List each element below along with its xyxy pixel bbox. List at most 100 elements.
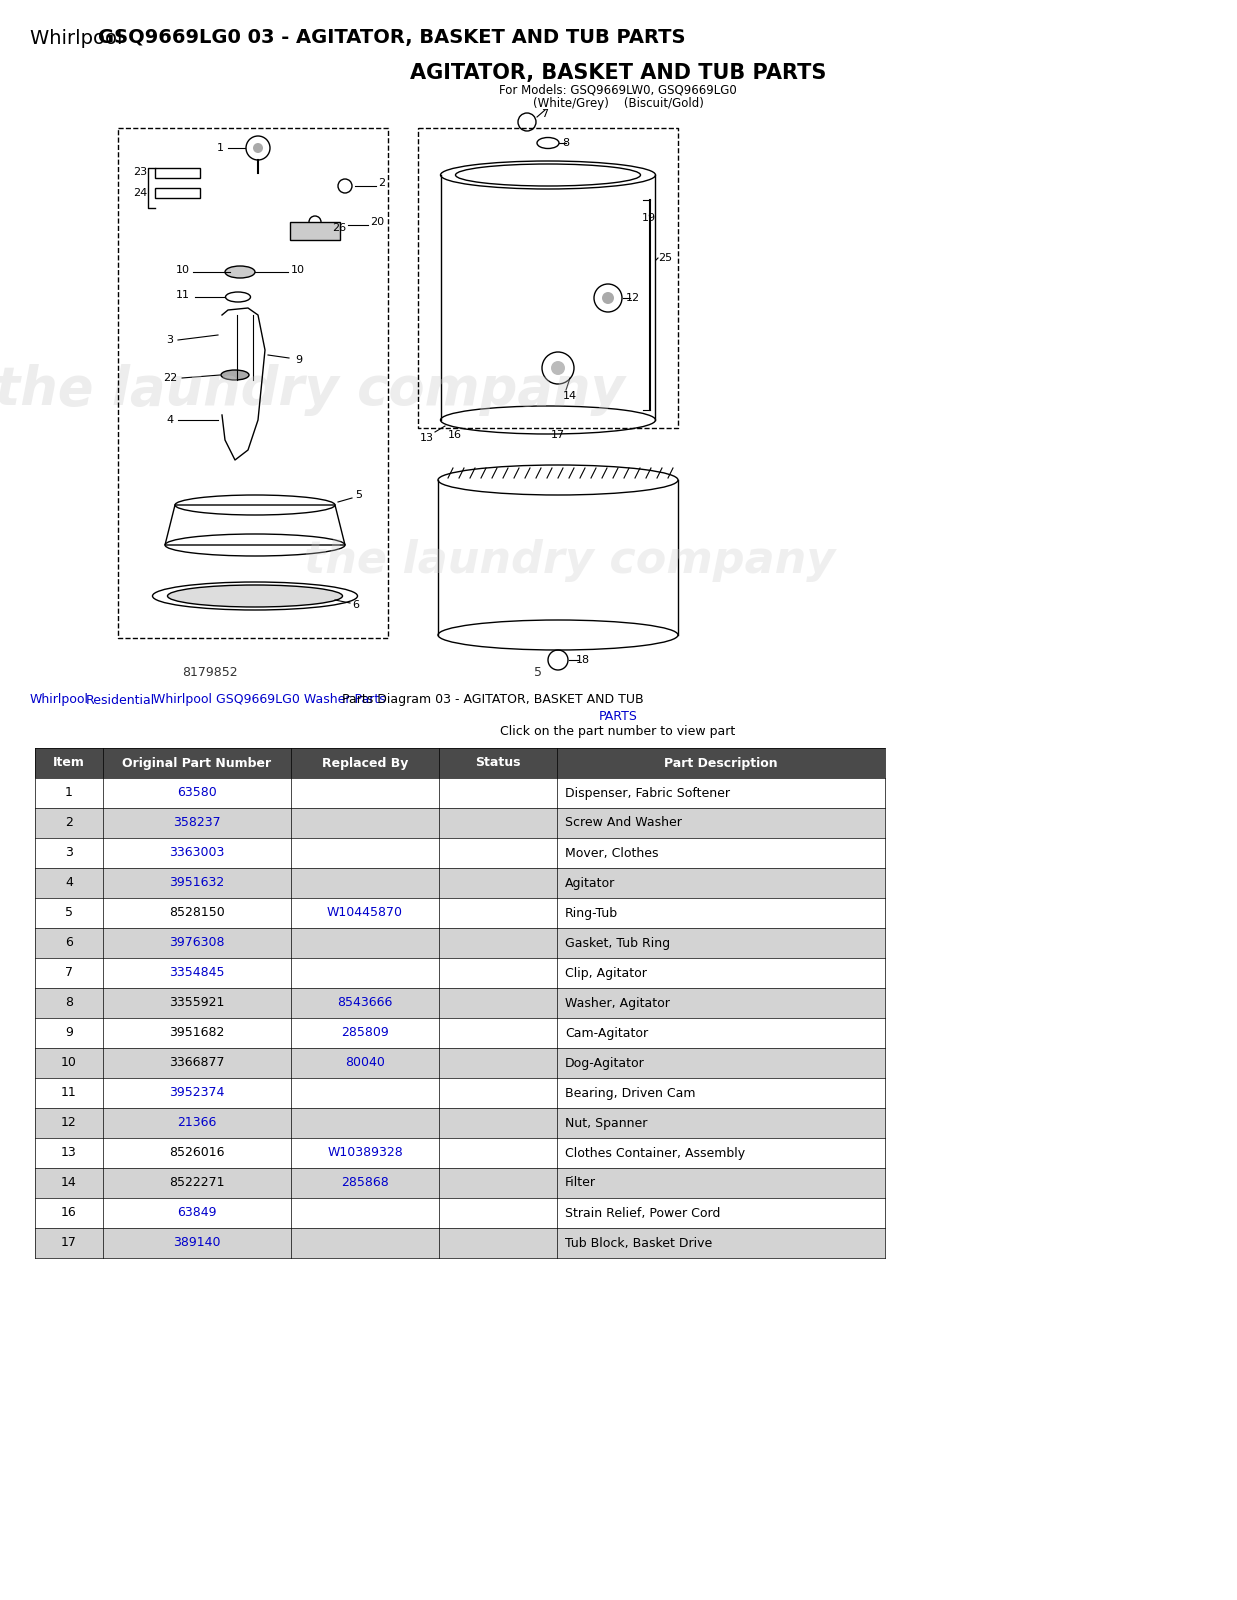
Text: Residential: Residential: [87, 693, 156, 707]
Text: 5: 5: [355, 490, 362, 499]
Text: the laundry company: the laundry company: [304, 539, 836, 581]
Text: W10389328: W10389328: [327, 1147, 403, 1160]
Text: 285868: 285868: [341, 1176, 388, 1189]
Text: Whirlpool GSQ9669LG0 Washer Parts: Whirlpool GSQ9669LG0 Washer Parts: [153, 693, 386, 707]
Text: 3366877: 3366877: [169, 1056, 225, 1069]
Text: 3952374: 3952374: [169, 1086, 225, 1099]
Text: 63849: 63849: [177, 1206, 216, 1219]
FancyBboxPatch shape: [35, 1138, 884, 1168]
Text: 12: 12: [626, 293, 640, 302]
FancyBboxPatch shape: [35, 749, 884, 778]
Text: 8: 8: [66, 997, 73, 1010]
Text: Whirlpool: Whirlpool: [30, 693, 89, 707]
FancyBboxPatch shape: [35, 838, 884, 867]
Text: 16: 16: [61, 1206, 77, 1219]
Text: Click on the part number to view part: Click on the part number to view part: [501, 725, 736, 739]
Circle shape: [550, 362, 565, 374]
FancyBboxPatch shape: [35, 1048, 884, 1078]
Text: Clothes Container, Assembly: Clothes Container, Assembly: [565, 1147, 745, 1160]
Text: Filter: Filter: [565, 1176, 596, 1189]
Text: 11: 11: [61, 1086, 77, 1099]
Text: 20: 20: [370, 218, 385, 227]
Text: 8522271: 8522271: [169, 1176, 225, 1189]
Text: 21366: 21366: [177, 1117, 216, 1130]
Circle shape: [254, 142, 263, 154]
Text: 13: 13: [421, 434, 434, 443]
Text: 14: 14: [61, 1176, 77, 1189]
Text: GSQ9669LG0 03 - AGITATOR, BASKET AND TUB PARTS: GSQ9669LG0 03 - AGITATOR, BASKET AND TUB…: [98, 29, 685, 48]
Text: 6: 6: [66, 936, 73, 949]
Text: Bearing, Driven Cam: Bearing, Driven Cam: [565, 1086, 695, 1099]
Text: 3355921: 3355921: [169, 997, 225, 1010]
Text: 6: 6: [353, 600, 359, 610]
Bar: [155, 187, 200, 198]
Text: Washer, Agitator: Washer, Agitator: [565, 997, 670, 1010]
Text: 3363003: 3363003: [169, 846, 225, 859]
Text: 19: 19: [642, 213, 656, 222]
Text: 3354845: 3354845: [169, 966, 225, 979]
Text: 285809: 285809: [341, 1027, 388, 1040]
FancyBboxPatch shape: [35, 1018, 884, 1048]
Text: 9: 9: [294, 355, 302, 365]
Ellipse shape: [221, 370, 249, 379]
FancyBboxPatch shape: [35, 898, 884, 928]
Text: 1: 1: [66, 787, 73, 800]
Ellipse shape: [225, 266, 255, 278]
Text: 5: 5: [534, 666, 542, 678]
Text: 11: 11: [176, 290, 190, 301]
Text: Status: Status: [475, 757, 521, 770]
Text: Part Description: Part Description: [664, 757, 778, 770]
Text: Dispenser, Fabric Softener: Dispenser, Fabric Softener: [565, 787, 730, 800]
FancyBboxPatch shape: [35, 1078, 884, 1107]
FancyBboxPatch shape: [35, 958, 884, 987]
Text: 17: 17: [550, 430, 565, 440]
Text: 358237: 358237: [173, 816, 221, 829]
FancyBboxPatch shape: [35, 928, 884, 958]
Text: Screw And Washer: Screw And Washer: [565, 816, 682, 829]
Text: 3976308: 3976308: [169, 936, 225, 949]
Text: For Models: GSQ9669LW0, GSQ9669LG0: For Models: GSQ9669LW0, GSQ9669LG0: [499, 83, 737, 96]
Text: Tub Block, Basket Drive: Tub Block, Basket Drive: [565, 1237, 713, 1250]
Text: Ring-Tub: Ring-Tub: [565, 907, 618, 920]
Text: Nut, Spanner: Nut, Spanner: [565, 1117, 647, 1130]
Text: 8: 8: [562, 138, 569, 149]
Text: 8528150: 8528150: [169, 907, 225, 920]
Text: 8543666: 8543666: [338, 997, 392, 1010]
Text: 10: 10: [291, 266, 306, 275]
Text: Whirlpool: Whirlpool: [30, 29, 129, 48]
Bar: [289, 222, 340, 240]
Text: 7: 7: [541, 109, 548, 118]
Text: 24: 24: [134, 187, 147, 198]
Text: 4: 4: [66, 877, 73, 890]
Text: 14: 14: [563, 390, 578, 402]
Text: 8179852: 8179852: [182, 666, 238, 678]
Text: 389140: 389140: [173, 1237, 220, 1250]
Text: 26: 26: [332, 222, 346, 234]
Circle shape: [602, 291, 614, 304]
Text: 23: 23: [134, 166, 147, 178]
FancyBboxPatch shape: [35, 1198, 884, 1229]
Text: 16: 16: [448, 430, 461, 440]
Text: Clip, Agitator: Clip, Agitator: [565, 966, 647, 979]
Text: 25: 25: [658, 253, 672, 262]
Text: 5: 5: [66, 907, 73, 920]
Ellipse shape: [167, 586, 343, 606]
Text: 12: 12: [61, 1117, 77, 1130]
Text: Mover, Clothes: Mover, Clothes: [565, 846, 658, 859]
Text: the laundry company: the laundry company: [0, 365, 625, 416]
Text: Cam-Agitator: Cam-Agitator: [565, 1027, 648, 1040]
FancyBboxPatch shape: [35, 1107, 884, 1138]
Text: Dog-Agitator: Dog-Agitator: [565, 1056, 644, 1069]
Text: 4: 4: [167, 414, 173, 426]
Text: Item: Item: [53, 757, 85, 770]
Text: 22: 22: [163, 373, 177, 382]
Text: Strain Relief, Power Cord: Strain Relief, Power Cord: [565, 1206, 720, 1219]
Text: 3: 3: [66, 846, 73, 859]
Text: Gasket, Tub Ring: Gasket, Tub Ring: [565, 936, 670, 949]
Text: Parts Diagram 03 - AGITATOR, BASKET AND TUB: Parts Diagram 03 - AGITATOR, BASKET AND …: [338, 693, 643, 707]
Text: 3951632: 3951632: [169, 877, 225, 890]
Text: 3951682: 3951682: [169, 1027, 225, 1040]
FancyBboxPatch shape: [35, 867, 884, 898]
FancyBboxPatch shape: [35, 987, 884, 1018]
Text: Replaced By: Replaced By: [322, 757, 408, 770]
